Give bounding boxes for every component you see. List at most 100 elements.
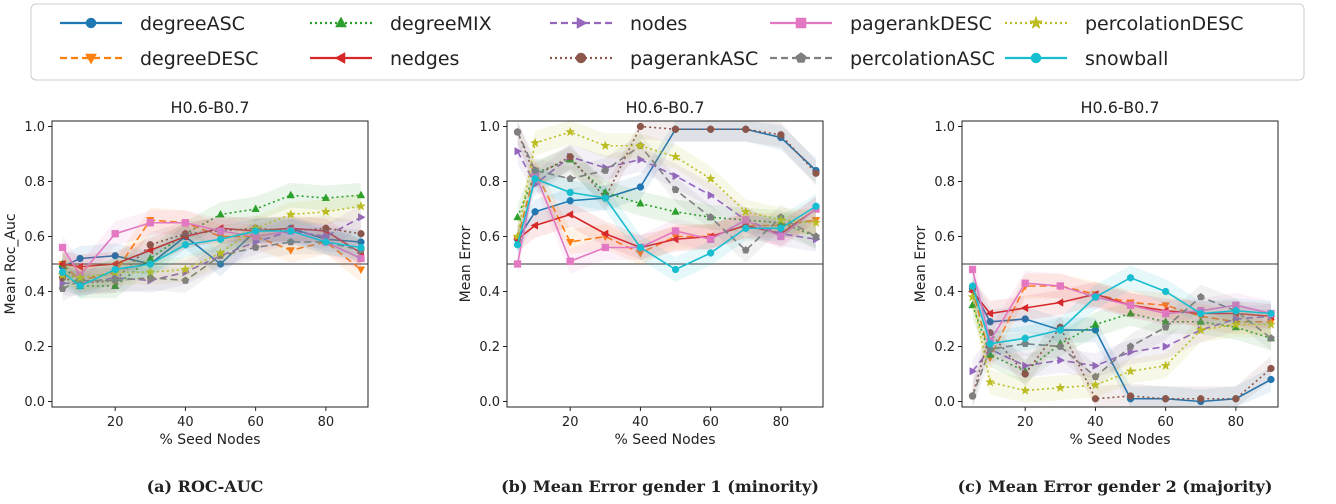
legend-item-percolationDESC: percolationDESC: [1005, 13, 1244, 35]
point-degreeASC-10: [531, 208, 539, 216]
point-percolationASC-40: [181, 276, 190, 284]
x-tick-label: 20: [1017, 415, 1034, 430]
point-percolationDESC-80: [1230, 319, 1241, 329]
chart-panels: H0.6-B0.7 0.0 0.2 0.4 0.6 0.8 1.0 20 40 60 80 % See…: [3, 98, 1279, 496]
legend-box: [30, 3, 1305, 81]
point-degreeMIX-20: [111, 281, 120, 289]
line-nedges: [62, 227, 362, 268]
series-pagerankDESC: [968, 257, 1275, 354]
y-tick-label: 0.0: [934, 395, 955, 410]
y-tick-label: 0.6: [934, 230, 955, 245]
point-snowball-70: [742, 224, 750, 232]
x-tick-label: 40: [177, 415, 194, 430]
point-nodes-90: [358, 213, 366, 222]
point-pagerankDESC-50: [1126, 301, 1135, 309]
point-nodes-5: [969, 367, 978, 376]
band-degreeMIX: [517, 147, 816, 249]
point-degreeASC-50: [216, 260, 225, 268]
y-tick-label: 0.0: [479, 395, 500, 410]
point-degreeASC-20: [1021, 315, 1029, 323]
point-snowball-10: [986, 340, 994, 348]
point-percolationDESC-90: [355, 200, 367, 211]
panel-title: H0.6-B0.7: [625, 98, 704, 117]
line-nodes: [516, 150, 817, 241]
line-percolationASC: [516, 131, 817, 252]
x-tick-label: 80: [318, 415, 335, 430]
point-percolationDESC-50: [215, 247, 226, 258]
point-nodes-20: [1022, 361, 1030, 370]
point-percolationASC-50: [1126, 342, 1135, 350]
chart-panel-2: H0.6-B0.7 0.0 0.2 0.4 0.6 0.8 1.0 20 40 60 80 % See…: [458, 98, 824, 496]
point-pagerankDESC-20: [566, 257, 574, 265]
point-nedges-50: [670, 235, 679, 244]
point-percolationASC-10: [531, 166, 539, 174]
legend-marker-percolationASC: [795, 52, 807, 63]
panel-title: H0.6-B0.7: [170, 98, 249, 117]
chart-panel-1: H0.6-B0.7 0.0 0.2 0.4 0.6 0.8 1.0 20 40 60 80 % See…: [3, 98, 369, 496]
legend-marker-nedges: [334, 52, 346, 64]
point-pagerankASC-50: [671, 125, 680, 133]
legend-marker-snowball: [1030, 52, 1042, 64]
point-snowball-60: [706, 249, 715, 257]
band-pagerankASC: [972, 314, 1271, 407]
point-snowball-40: [1091, 293, 1100, 301]
point-pagerankASC-50: [1126, 392, 1135, 400]
line-degreeMIX: [516, 158, 817, 238]
point-percolationDESC-40: [635, 140, 646, 151]
y-tick-label: 1.0: [479, 120, 500, 135]
point-percolationASC-5: [513, 127, 522, 136]
point-percolationDESC-90: [810, 217, 822, 228]
legend-item-degreeMIX: degreeMIX: [310, 13, 492, 35]
legend-label-nodes: nodes: [630, 13, 687, 35]
point-percolationDESC-40: [180, 264, 191, 274]
point-degreeMIX-40: [636, 198, 645, 207]
legend-item-nedges: nedges: [310, 48, 459, 70]
point-snowball-20: [566, 188, 574, 197]
point-snowball-80: [322, 238, 330, 246]
point-snowball-90: [357, 243, 365, 252]
line-nedges: [517, 208, 817, 249]
line-snowball: [62, 230, 362, 287]
point-nodes-5: [514, 147, 523, 156]
point-snowball-80: [777, 224, 785, 232]
plot-frame: [506, 120, 824, 408]
point-percolationDESC-60: [1160, 360, 1171, 371]
point-snowball-90: [1267, 309, 1275, 318]
point-percolationDESC-70: [285, 209, 296, 219]
point-pagerankASC-30: [146, 241, 154, 249]
x-tick-label: 60: [247, 415, 264, 430]
band-percolationDESC: [517, 121, 816, 249]
y-tick-label: 0.2: [24, 340, 45, 355]
point-nedges-20: [565, 210, 574, 219]
point-snowball-30: [601, 194, 609, 202]
legend-marker-degreeMIX: [335, 16, 347, 28]
legend-marker-nodes: [576, 17, 588, 29]
band-degreeMIX: [972, 292, 1271, 384]
point-pagerankASC-90: [1267, 364, 1275, 373]
point-percolationASC-60: [706, 213, 715, 221]
series-snowball: [58, 218, 365, 299]
point-pagerankDESC-90: [357, 254, 365, 263]
point-pagerankDESC-5: [58, 243, 67, 252]
point-degreeDESC-90: [356, 266, 366, 275]
point-percolationDESC-10: [75, 272, 86, 283]
series-percolationDESC: [967, 284, 1277, 403]
point-pagerankASC-60: [706, 125, 715, 133]
x-axis-label: % Seed Nodes: [159, 432, 260, 448]
point-degreeASC-20: [566, 197, 574, 205]
legend-label-nedges: nedges: [390, 48, 459, 70]
point-snowball-10: [76, 282, 84, 290]
y-tick-label: 0.0: [24, 395, 45, 410]
legend-label-pagerankDESC: pagerankDESC: [850, 13, 992, 35]
point-snowball-40: [636, 243, 645, 252]
point-percolationASC-5: [968, 391, 977, 400]
x-tick-label: 20: [107, 415, 124, 430]
point-pagerankDESC-30: [146, 219, 154, 227]
point-nedges-20: [1020, 303, 1029, 313]
point-snowball-80: [1232, 307, 1240, 315]
point-pagerankASC-80: [777, 131, 785, 139]
point-nedges-10: [530, 221, 539, 230]
point-nedges-30: [1055, 298, 1064, 307]
point-degreeMIX-70: [286, 190, 295, 199]
